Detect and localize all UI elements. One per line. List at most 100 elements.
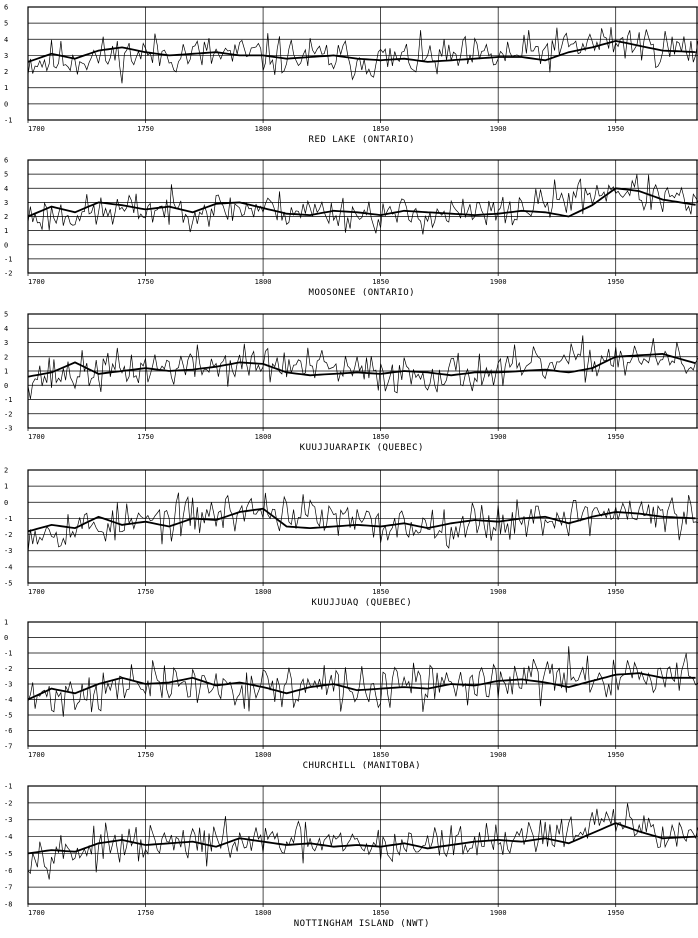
y-tick-label: -3 [4,816,12,824]
y-tick-label: 5 [4,311,8,319]
smoothed-series-line [27,187,696,218]
plot-frame [27,6,698,121]
annual-series-line [27,492,698,553]
y-tick-label: 1 [4,227,8,235]
y-tick-label: -7 [4,743,12,751]
panel-title: MOOSONEE (ONTARIO) [309,288,416,298]
x-tick-label: 1900 [490,751,507,759]
y-tick-label: -3 [4,547,12,555]
y-tick-label: 0 [4,100,8,108]
x-tick-label: 1700 [28,433,45,441]
x-tick-label: 1850 [372,751,389,759]
y-tick-label: -1 [4,117,12,125]
x-tick-label: 1700 [28,909,45,917]
y-tick-label: 4 [4,185,8,193]
x-tick-label: 1800 [255,909,272,917]
y-tick-label: -3 [4,681,12,689]
panel-2: -2 -1 0 1 2 3 4 5 6 1700 1750 1800 1850 1900 1950 MOOSO… [4,157,698,298]
y-tick-label: -1 [4,783,12,791]
panel-5: -7 -6 -5 -4 -3 -2 -1 0 1 1700 1750 1800 1850 1900 1950… [4,619,698,771]
annual-series-line [27,803,698,880]
panel-title: KUUJJUARAPIK (QUEBEC) [300,443,424,453]
x-tick-label: 1700 [28,125,45,133]
panel-title: NOTTINGHAM ISLAND (NWT) [294,919,430,929]
y-tick-label: 2 [4,467,8,475]
x-tick-label: 1700 [28,588,45,596]
x-tick-label: 1950 [607,588,624,596]
x-tick-label: 1800 [255,278,272,286]
smoothed-series-line [27,672,696,701]
y-tick-label: 5 [4,171,8,179]
y-tick-label: -1 [4,650,12,658]
y-tick-label: -5 [4,712,12,720]
panel-4: -5 -4 -3 -2 -1 0 1 2 1700 1750 1800 1850 1900 1950 KUU… [4,467,698,608]
x-tick-label: 1750 [137,588,154,596]
y-tick-label: -8 [4,901,12,909]
y-tick-label: -2 [4,410,12,418]
panel-3: -3 -2 -1 0 1 2 3 4 5 1700 1750 1800 1850 1900 1950 KUUJ… [4,311,698,453]
x-tick-label: 1750 [137,909,154,917]
smoothed-series-line [27,507,696,533]
x-tick-label: 1700 [28,278,45,286]
x-tick-label: 1850 [372,909,389,917]
y-tick-label: -1 [4,255,12,263]
x-tick-label: 1900 [490,125,507,133]
y-tick-label: 6 [4,4,8,12]
panel-title: CHURCHILL (MANITOBA) [303,761,421,771]
y-tick-label: -6 [4,727,12,735]
plot-frame [27,313,698,429]
y-tick-label: -4 [4,833,12,841]
x-tick-label: 1750 [137,125,154,133]
panel-1: -1 0 1 2 3 4 5 6 1700 1750 1800 1850 1900 1950 RED LAK… [4,4,698,145]
x-tick-label: 1950 [607,125,624,133]
y-tick-label: -2 [4,665,12,673]
y-tick-label: 0 [4,241,8,249]
x-tick-label: 1900 [490,278,507,286]
x-tick-label: 1900 [490,588,507,596]
y-tick-label: 1 [4,619,8,627]
y-tick-label: 1 [4,368,8,376]
plot-frame [27,785,698,905]
y-tick-label: 3 [4,199,8,207]
y-tick-label: -4 [4,563,12,571]
y-tick-label: 0 [4,499,8,507]
x-tick-label: 1900 [490,433,507,441]
y-tick-label: -3 [4,425,12,433]
y-tick-label: -5 [4,850,12,858]
y-tick-label: 3 [4,339,8,347]
y-tick-label: 6 [4,157,8,165]
annual-series-line [27,27,698,84]
y-tick-label: -6 [4,867,12,875]
y-tick-label: 2 [4,68,8,76]
x-tick-label: 1750 [137,433,154,441]
smoothed-series-line [27,352,696,378]
y-tick-label: -1 [4,515,12,523]
y-tick-label: -2 [4,270,12,278]
y-tick-label: 2 [4,353,8,361]
y-tick-label: -4 [4,696,12,704]
annual-series-line [27,646,698,717]
y-tick-label: -2 [4,531,12,539]
y-tick-label: 4 [4,36,8,44]
x-tick-label: 1800 [255,125,272,133]
panel-6: -8 -7 -6 -5 -4 -3 -2 -1 1700 1750 1800 1850 1900 1950… [4,783,698,929]
y-tick-label: 2 [4,213,8,221]
smoothed-series-line [27,39,696,63]
x-tick-label: 1900 [490,909,507,917]
y-tick-label: -7 [4,884,12,892]
y-tick-label: 1 [4,84,8,92]
panel-title: RED LAKE (ONTARIO) [309,135,416,145]
x-tick-label: 1850 [372,588,389,596]
x-tick-label: 1800 [255,433,272,441]
x-tick-label: 1850 [372,278,389,286]
x-tick-label: 1750 [137,278,154,286]
y-tick-label: 1 [4,483,8,491]
x-tick-label: 1850 [372,125,389,133]
y-tick-label: 5 [4,20,8,28]
x-tick-label: 1800 [255,751,272,759]
x-tick-label: 1800 [255,588,272,596]
x-tick-label: 1700 [28,751,45,759]
x-tick-label: 1950 [607,278,624,286]
